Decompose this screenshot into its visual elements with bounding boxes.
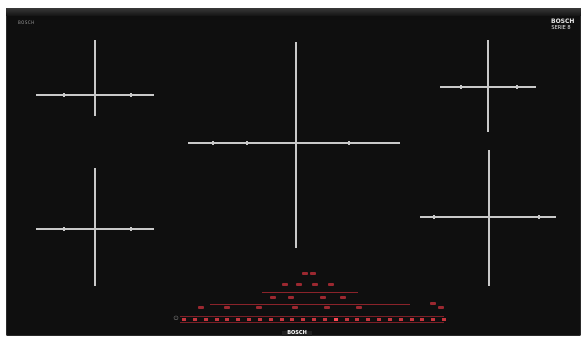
power-level-slider[interactable] bbox=[180, 316, 444, 323]
zone-bottom-left-vertical[interactable] bbox=[94, 168, 96, 286]
function-indicator[interactable] bbox=[256, 306, 262, 309]
zone-indicator-top[interactable] bbox=[302, 272, 308, 275]
slider-step[interactable] bbox=[387, 318, 392, 321]
slider-step[interactable] bbox=[236, 318, 241, 321]
zone-bottom-right-vertical[interactable] bbox=[488, 150, 490, 286]
zone-tick bbox=[460, 85, 462, 89]
zone-tick bbox=[516, 85, 518, 89]
slider-step[interactable] bbox=[279, 318, 284, 321]
zone-tick bbox=[433, 215, 435, 219]
slider-step[interactable] bbox=[355, 318, 360, 321]
zone-indicator[interactable] bbox=[312, 283, 318, 286]
brand-logo-series: SERIE 8 bbox=[551, 25, 571, 31]
function-indicator[interactable] bbox=[438, 306, 444, 309]
zone-tick bbox=[538, 215, 540, 219]
cooktop-glass: BOSCH BOSCH SERIE 8 bbox=[6, 8, 581, 336]
slider-step[interactable] bbox=[268, 318, 273, 321]
zone-tick bbox=[63, 227, 65, 231]
power-icon[interactable]: ⏻ bbox=[173, 315, 179, 322]
zone-tick bbox=[130, 93, 132, 97]
slider-step[interactable] bbox=[431, 318, 436, 321]
slider-step[interactable] bbox=[257, 318, 262, 321]
slider-step[interactable] bbox=[377, 318, 381, 321]
zone-bottom-left-horizontal[interactable] bbox=[36, 228, 154, 230]
function-indicator[interactable] bbox=[430, 302, 436, 305]
zone-bottom-right-horizontal[interactable] bbox=[420, 216, 556, 218]
cooktop-top-bezel bbox=[6, 8, 581, 16]
zone-tick bbox=[348, 141, 350, 145]
zone-center-horizontal[interactable] bbox=[188, 142, 400, 144]
slider-step[interactable] bbox=[312, 318, 316, 321]
slider-step[interactable] bbox=[203, 318, 208, 321]
zone-top-left-horizontal[interactable] bbox=[36, 94, 154, 96]
function-indicator[interactable] bbox=[356, 306, 362, 309]
panel-divider bbox=[262, 292, 358, 293]
slider-step[interactable] bbox=[333, 318, 338, 321]
slider-step[interactable] bbox=[409, 318, 414, 321]
brand-logo-name: BOSCH bbox=[551, 18, 575, 25]
brand-small-left: BOSCH bbox=[18, 20, 35, 25]
zone-tick bbox=[212, 141, 214, 145]
slider-step[interactable] bbox=[322, 318, 327, 321]
zone-indicator[interactable] bbox=[310, 272, 316, 275]
zone-indicator[interactable] bbox=[288, 296, 294, 299]
slider-step[interactable] bbox=[301, 318, 306, 321]
zone-top-left-vertical[interactable] bbox=[94, 40, 96, 116]
zone-tick bbox=[246, 141, 248, 145]
brand-logo-bottom: BOSCH bbox=[282, 331, 312, 336]
slider-step[interactable] bbox=[182, 318, 186, 321]
zone-indicator[interactable] bbox=[328, 283, 334, 286]
slider-step[interactable] bbox=[247, 318, 251, 321]
zone-center-vertical[interactable] bbox=[295, 42, 297, 248]
slider-step[interactable] bbox=[420, 318, 425, 321]
zone-indicator[interactable] bbox=[340, 296, 346, 299]
zone-indicator[interactable] bbox=[296, 283, 302, 286]
slider-step[interactable] bbox=[442, 318, 446, 321]
zone-tick bbox=[63, 93, 65, 97]
zone-indicator[interactable] bbox=[320, 296, 326, 299]
slider-step[interactable] bbox=[290, 318, 295, 321]
function-indicator[interactable] bbox=[292, 306, 298, 309]
zone-tick bbox=[130, 227, 132, 231]
zone-top-right-horizontal[interactable] bbox=[440, 86, 536, 88]
function-indicator[interactable] bbox=[224, 306, 230, 309]
slider-step[interactable] bbox=[214, 318, 219, 321]
function-indicator[interactable] bbox=[324, 306, 330, 309]
slider-step[interactable] bbox=[344, 318, 349, 321]
slider-step[interactable] bbox=[366, 318, 371, 321]
zone-indicator[interactable] bbox=[282, 283, 288, 286]
slider-step[interactable] bbox=[225, 318, 230, 321]
zone-indicator[interactable] bbox=[270, 296, 276, 299]
slider-step[interactable] bbox=[192, 318, 197, 321]
function-indicator[interactable] bbox=[198, 306, 204, 309]
brand-logo-top-right: BOSCH SERIE 8 bbox=[551, 18, 575, 35]
slider-step[interactable] bbox=[398, 318, 403, 321]
panel-divider bbox=[210, 304, 410, 305]
